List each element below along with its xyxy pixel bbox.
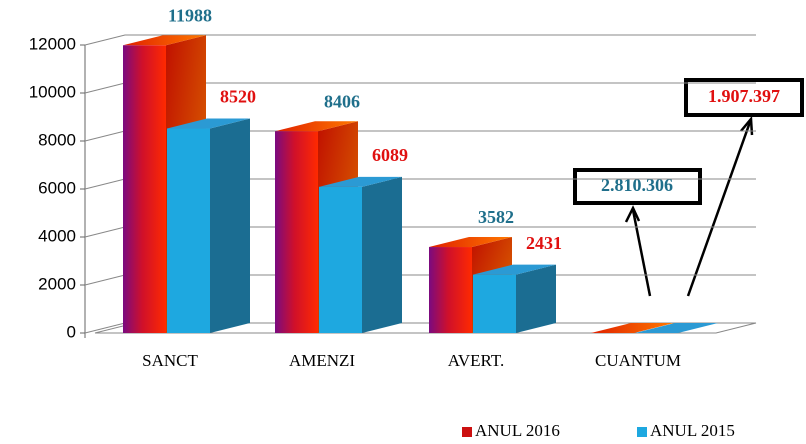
annotation: 1.907.397 xyxy=(708,86,780,106)
annotation-box xyxy=(684,78,804,117)
data-label: 8406 xyxy=(324,91,360,111)
bar-top xyxy=(429,237,512,248)
annotation: 2.810.306 xyxy=(601,175,673,195)
arrows xyxy=(624,115,754,297)
data-label: 2431 xyxy=(526,233,562,253)
legend-label: ANUL 2015 xyxy=(650,421,735,440)
data-label: 6089 xyxy=(372,145,408,165)
grid-line xyxy=(84,34,756,46)
bar-side xyxy=(210,118,250,334)
bar-top xyxy=(635,323,718,333)
bar xyxy=(429,247,472,333)
bar-top xyxy=(275,121,358,132)
annotation-box xyxy=(573,168,702,205)
x-tick-label: AVERT. xyxy=(448,351,504,370)
x-tick-label: CUANTUM xyxy=(595,351,681,370)
y-tick-label: 2000 xyxy=(38,274,76,293)
legend-label: ANUL 2016 xyxy=(475,421,560,440)
bar xyxy=(275,131,318,333)
bar-top xyxy=(123,35,206,46)
bar-top xyxy=(473,264,556,275)
bar-top xyxy=(591,323,674,333)
x-tick-label: SANCT xyxy=(142,351,198,370)
data-label: 8520 xyxy=(220,87,256,107)
bar xyxy=(473,274,516,333)
bar-top xyxy=(319,176,402,187)
y-tick-label: 0 xyxy=(67,322,76,341)
y-tick-label: 6000 xyxy=(38,178,76,197)
y-tick-label: 8000 xyxy=(38,130,76,149)
bar-top xyxy=(167,118,250,129)
data-label: 3582 xyxy=(478,207,514,227)
y-tick-label: 12000 xyxy=(29,34,76,53)
x-tick-label: AMENZI xyxy=(289,351,355,370)
bar-side xyxy=(516,264,556,333)
y-tick-label: 4000 xyxy=(38,226,76,245)
bar xyxy=(319,186,362,333)
legend-swatch xyxy=(462,427,472,437)
bar xyxy=(167,128,210,333)
legend-swatch xyxy=(637,427,647,437)
bar-side xyxy=(362,176,402,333)
bar xyxy=(123,45,166,334)
y-tick-label: 10000 xyxy=(29,82,76,101)
data-label: 11988 xyxy=(168,5,212,25)
